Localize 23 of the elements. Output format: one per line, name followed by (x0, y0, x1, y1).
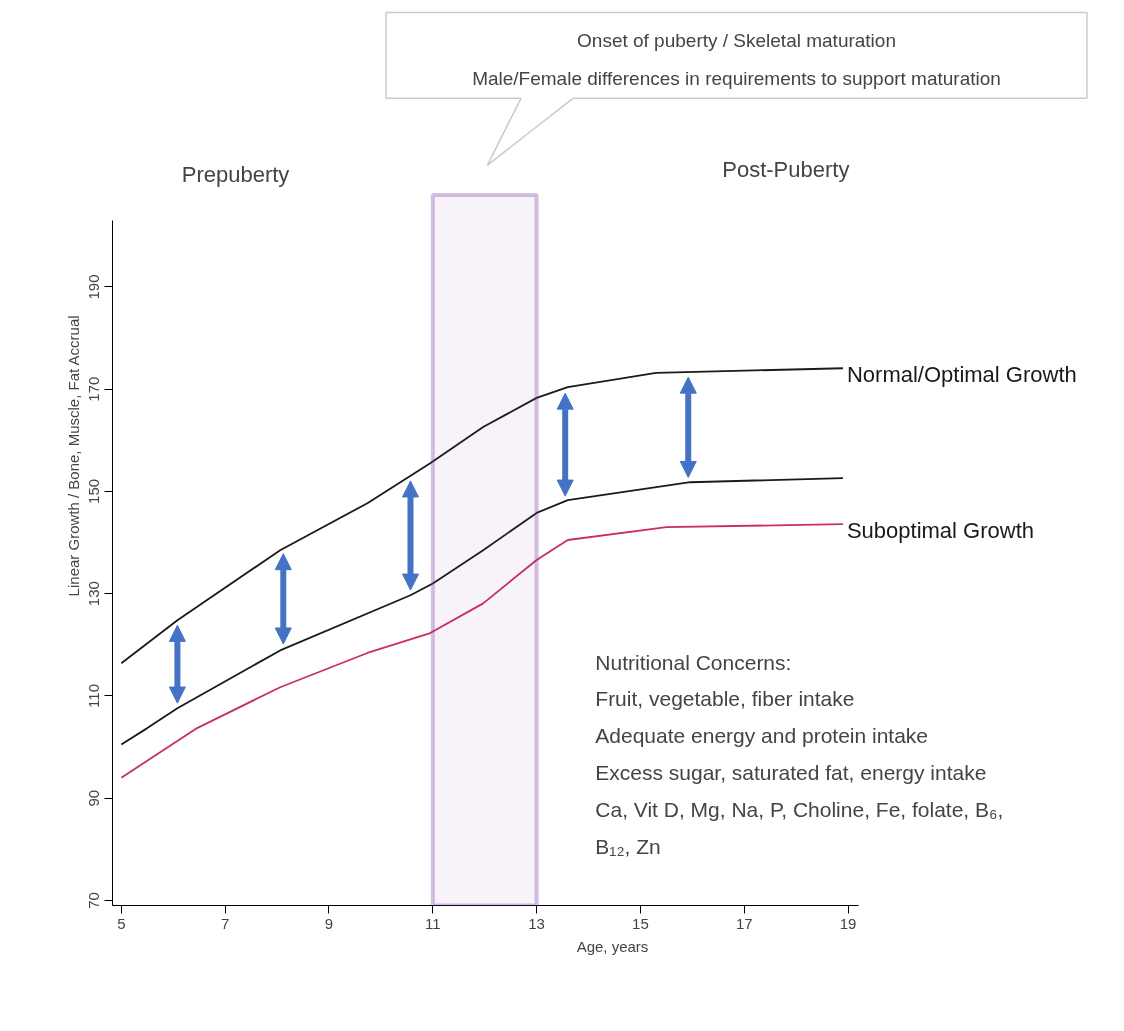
x-tick-label: 7 (220, 914, 230, 932)
x-tick-label: 5 (117, 914, 126, 932)
x-tick-label: 17 (735, 914, 753, 932)
annotation: Nutritional Concerns: Fruit, vegetable, fiber intake Adequate energy and protein intake Excess sugar, saturated fat, energy intake Ca, Vit D, Mg, Na, P, Choline, Fe, folate, B₆, B₁₂, Zn (595, 650, 1004, 858)
y-tick-label: 130 (85, 581, 103, 607)
x-tick-label: 15 (632, 914, 649, 932)
x-tick-label: 19 (839, 914, 857, 932)
text: Post-Puberty (722, 156, 850, 182)
x-tick-label: 13 (528, 914, 545, 932)
x-tick-label: 11 (425, 914, 441, 932)
y-tick-label: 150 (85, 478, 103, 504)
series-label: Normal/Optimal Growth (846, 361, 1077, 387)
x-tick-label: 9 (324, 914, 334, 932)
y-tick-label: 190 (85, 274, 103, 300)
series-label: Suboptimal Growth (846, 517, 1035, 543)
y-tick-label: 170 (85, 376, 103, 402)
text: Onset of puberty / Skeletal maturation Male/Female differences in requirements to support maturation (472, 30, 1001, 89)
text: Prepuberty (181, 161, 290, 187)
y-axis-title: Linear Growth / Bone, Muscle, Fat Accrual (64, 315, 82, 597)
y-tick-label: 90 (85, 789, 103, 807)
y-tick-label: 110 (85, 683, 103, 708)
x-axis-title: Age, years (576, 937, 649, 955)
y-tick-label: 70 (85, 892, 103, 909)
